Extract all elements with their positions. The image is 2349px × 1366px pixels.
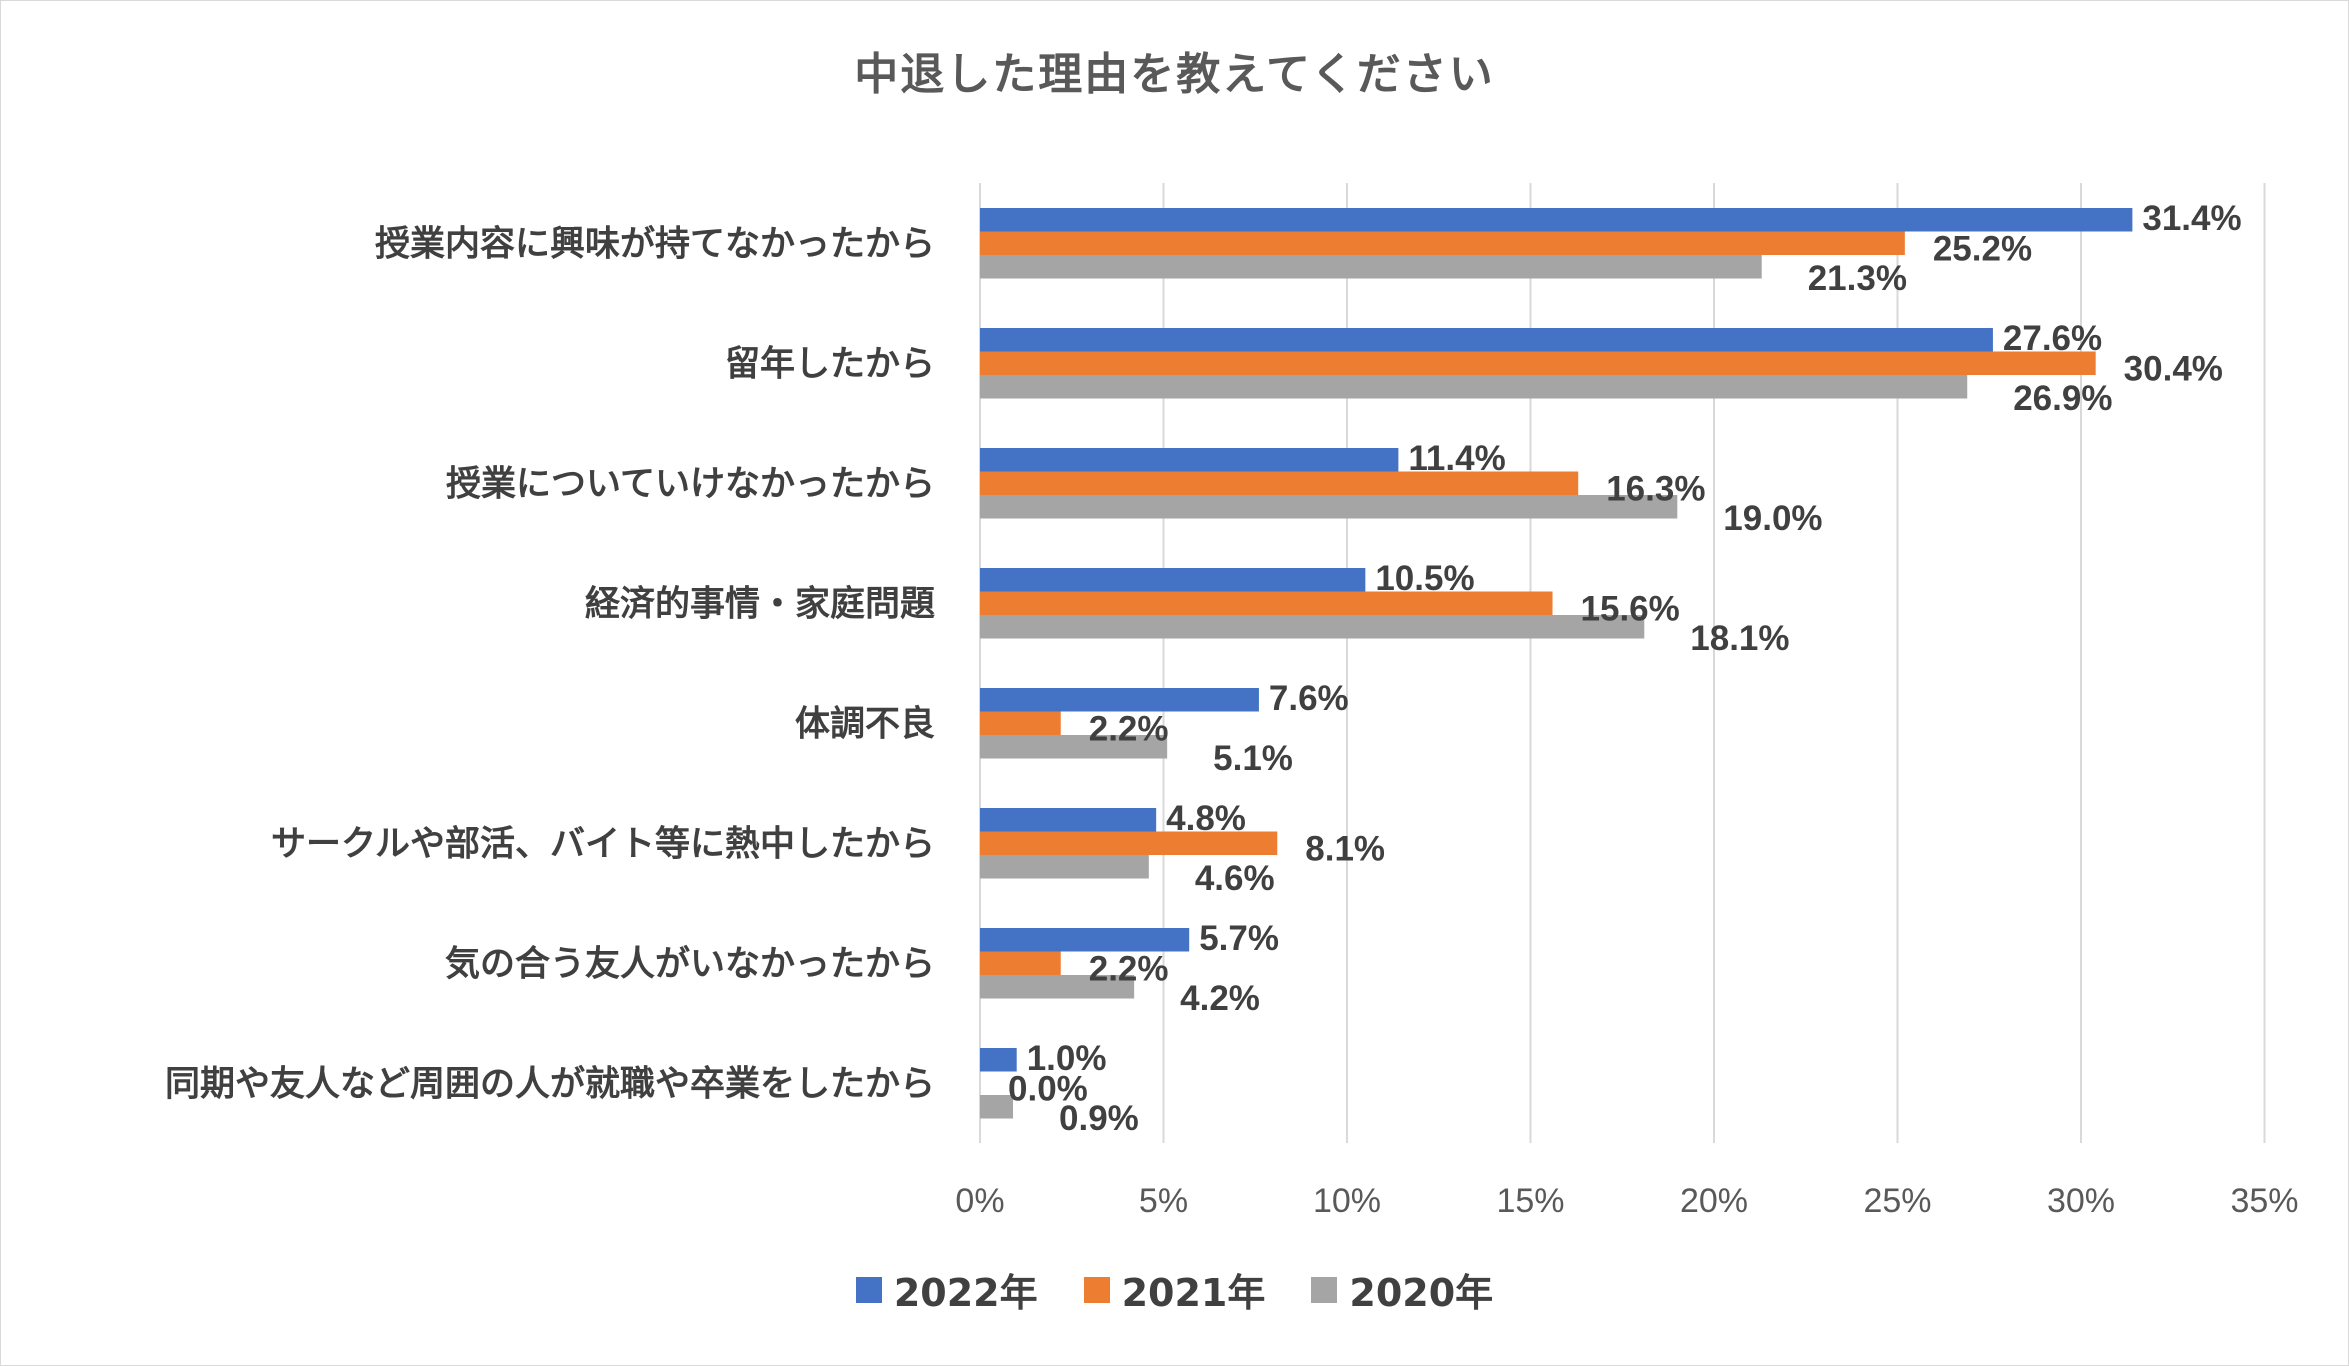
bar-2021年-6 bbox=[980, 951, 1061, 975]
data-label-2022年-2: 11.4% bbox=[1408, 439, 1505, 478]
data-label-2021年-2: 16.3% bbox=[1606, 469, 1705, 508]
x-tick-label-20: 20% bbox=[1680, 1182, 1748, 1220]
data-label-2022年-4: 7.6% bbox=[1269, 679, 1349, 718]
legend-label-2020: 2020年 bbox=[1349, 1271, 1494, 1315]
bar-2021年-0 bbox=[980, 231, 1905, 255]
data-label-2021年-3: 15.6% bbox=[1581, 589, 1680, 628]
bar-2020年-0 bbox=[980, 255, 1762, 279]
category-label-5: サークルや部活、バイト等に熱中したから bbox=[271, 824, 935, 864]
bar-2020年-3 bbox=[980, 615, 1645, 639]
legend-label-2022: 2022年 bbox=[893, 1271, 1038, 1315]
bar-2022年-3 bbox=[980, 568, 1366, 592]
data-label-2020年-3: 18.1% bbox=[1690, 619, 1789, 658]
category-label-6: 気の合う友人がいなかったから bbox=[445, 944, 935, 984]
bar-2020年-7 bbox=[980, 1095, 1014, 1119]
data-label-2020年-0: 21.3% bbox=[1808, 259, 1907, 298]
x-tick-label-15: 15% bbox=[1496, 1182, 1564, 1220]
bar-2021年-4 bbox=[980, 711, 1061, 735]
legend-swatch-2020 bbox=[1311, 1276, 1338, 1303]
bar-2021年-1 bbox=[980, 351, 2096, 375]
x-tick-label-5: 5% bbox=[1139, 1182, 1188, 1220]
data-labels: 31.4% 25.2% 21.3% 27.6% 30.4% 26.9% 11.4% 16.3%… bbox=[1008, 199, 2242, 1138]
bar-2020年-5 bbox=[980, 855, 1149, 879]
bars bbox=[980, 208, 2133, 1119]
x-tick-label-30: 30% bbox=[2047, 1182, 2115, 1220]
bar-2020年-1 bbox=[980, 375, 1968, 399]
x-tick-label-0: 0% bbox=[955, 1182, 1004, 1220]
legend-item-2021: 2021年 bbox=[1083, 1262, 1266, 1317]
data-label-2020年-5: 4.6% bbox=[1195, 859, 1275, 898]
bar-2022年-6 bbox=[980, 928, 1190, 952]
legend-swatch-2021 bbox=[1083, 1276, 1110, 1303]
category-label-4: 体調不良 bbox=[795, 704, 935, 744]
data-label-2021年-6: 2.2% bbox=[1089, 949, 1169, 988]
category-labels: 授業内容に興味が持てなかったから留年したから授業についていけなかったから経済的事… bbox=[165, 224, 935, 1104]
data-label-2020年-6: 4.2% bbox=[1180, 979, 1260, 1018]
category-label-1: 留年したから bbox=[725, 344, 935, 384]
data-label-2022年-6: 5.7% bbox=[1199, 919, 1279, 958]
bar-2021年-3 bbox=[980, 591, 1553, 615]
category-label-2: 授業についていけなかったから bbox=[446, 464, 935, 504]
bar-2020年-4 bbox=[980, 735, 1168, 759]
data-label-2020年-2: 19.0% bbox=[1723, 499, 1822, 538]
x-tick-label-25: 25% bbox=[1863, 1182, 1931, 1220]
data-label-2021年-4: 2.2% bbox=[1089, 709, 1169, 748]
data-label-2022年-0: 31.4% bbox=[2142, 199, 2241, 238]
bar-2022年-0 bbox=[980, 208, 2133, 232]
data-label-2020年-7: 0.9% bbox=[1059, 1099, 1139, 1138]
legend-label-2021: 2021年 bbox=[1121, 1271, 1266, 1315]
data-label-2020年-1: 26.9% bbox=[2013, 379, 2112, 418]
data-label-2021年-5: 8.1% bbox=[1305, 829, 1385, 868]
legend-item-2020: 2020年 bbox=[1311, 1262, 1493, 1317]
category-label-7: 同期や友人など周囲の人が就職や卒業をしたから bbox=[165, 1064, 935, 1104]
data-label-2021年-1: 30.4% bbox=[2124, 349, 2223, 388]
category-label-0: 授業内容に興味が持てなかったから bbox=[375, 224, 935, 264]
bar-2022年-2 bbox=[980, 448, 1399, 472]
bar-2020年-2 bbox=[980, 495, 1678, 519]
x-tick-label-35: 35% bbox=[2230, 1182, 2298, 1220]
legend-item-2022: 2022年 bbox=[855, 1262, 1038, 1317]
data-label-2022年-7: 1.0% bbox=[1027, 1039, 1107, 1078]
data-label-2022年-1: 27.6% bbox=[2003, 319, 2102, 358]
bar-2022年-7 bbox=[980, 1048, 1017, 1072]
bar-2022年-1 bbox=[980, 328, 1993, 352]
bar-2020年-6 bbox=[980, 975, 1135, 999]
bar-2022年-5 bbox=[980, 808, 1157, 832]
x-tick-label-10: 10% bbox=[1313, 1182, 1381, 1220]
chart-title: 中退した理由を教えてください bbox=[854, 49, 1495, 100]
legend-swatch-2022 bbox=[855, 1276, 882, 1303]
data-label-2020年-4: 5.1% bbox=[1213, 739, 1293, 778]
data-label-2022年-5: 4.8% bbox=[1166, 799, 1246, 838]
legend: 2022年 2021年 2020年 bbox=[0, 1262, 2349, 1317]
bar-2022年-4 bbox=[980, 688, 1259, 712]
data-label-2021年-7: 0.0% bbox=[1008, 1069, 1088, 1108]
bar-2021年-5 bbox=[980, 831, 1278, 855]
category-label-3: 経済的事情・家庭問題 bbox=[585, 583, 935, 624]
bar-2021年-2 bbox=[980, 471, 1579, 495]
data-label-2022年-3: 10.5% bbox=[1375, 559, 1474, 598]
x-axis-ticks: 0% 5% 10% 15% 20% 25% 30% 35% bbox=[955, 1182, 2298, 1220]
data-label-2021年-0: 25.2% bbox=[1933, 229, 2032, 268]
